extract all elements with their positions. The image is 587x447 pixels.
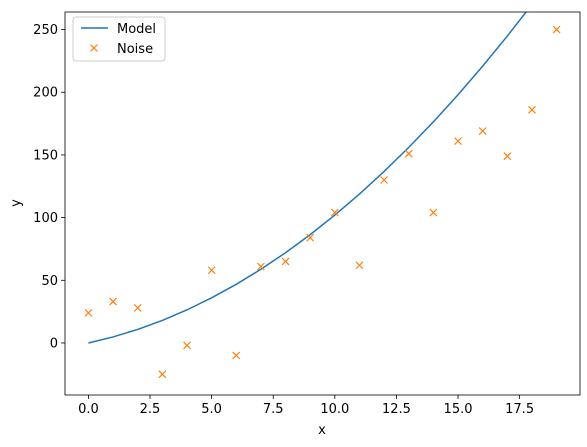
x-tick-label: 12.5 [382, 402, 411, 417]
y-axis-label: y [9, 199, 24, 207]
noise-point-stroke [552, 25, 561, 34]
noise-point-stroke [306, 233, 315, 242]
y-tick-label: 0 [50, 336, 58, 351]
noise-point-stroke [454, 137, 462, 146]
noise-point-stroke [404, 149, 413, 158]
noise-point-stroke [478, 127, 487, 136]
model-line [88, 12, 528, 344]
y-tick-label: 150 [33, 148, 58, 163]
noise-point-stroke [232, 351, 241, 360]
noise-point [207, 266, 216, 275]
noise-point [429, 208, 438, 217]
x-tick-label: 10.0 [320, 402, 349, 417]
noise-point-stroke [429, 208, 438, 217]
legend-noise-label: Noise [117, 42, 153, 57]
noise-point [552, 25, 561, 34]
noise-point [355, 261, 364, 270]
noise-point [133, 303, 142, 312]
noise-point-stroke [183, 341, 191, 350]
noise-point-stroke [355, 261, 364, 270]
y-tick-label: 200 [33, 86, 58, 101]
noise-point [158, 370, 167, 379]
noise-point [330, 208, 339, 217]
x-tick-label: 15.0 [444, 402, 473, 417]
noise-point-stroke [133, 303, 142, 312]
plot-frame [64, 11, 581, 396]
x-tick-label: 0.0 [78, 402, 99, 417]
noise-point-stroke [109, 297, 117, 306]
noise-point [84, 308, 93, 317]
y-tick-label: 50 [41, 274, 58, 289]
noise-point-stroke [503, 152, 512, 161]
legend-model-label: Model [117, 22, 156, 37]
noise-point [503, 152, 512, 161]
noise-point [454, 137, 462, 146]
noise-point [306, 233, 315, 242]
series-layer [84, 12, 561, 379]
noise-point-stroke [281, 257, 290, 266]
x-tick-label: 7.5 [263, 402, 284, 417]
noise-point [183, 341, 191, 350]
noise-point [528, 105, 536, 114]
noise-point [281, 257, 290, 266]
axes-layer: 0.0 2.5 5.0 7.5 10.0 12.5 15.0 17.5 0 50 100 150 200… [33, 11, 581, 417]
noise-point-stroke [207, 266, 216, 275]
noise-point [109, 297, 117, 306]
noise-point-stroke [256, 262, 265, 271]
x-tick-label: 5.0 [201, 402, 222, 417]
noise-point-stroke [380, 176, 389, 184]
noise-point-stroke [330, 208, 339, 217]
y-tick-label: 100 [33, 211, 58, 226]
noise-point [404, 149, 413, 158]
x-tick-label: 2.5 [140, 402, 161, 417]
noise-point [232, 351, 241, 360]
noise-point-stroke [528, 105, 536, 114]
y-tick-label: 250 [33, 23, 58, 38]
noise-point [478, 127, 487, 136]
noise-point-stroke [158, 370, 167, 379]
legend-noise-marker [90, 44, 98, 52]
x-axis-label: x [318, 423, 326, 438]
noise-point-stroke [84, 308, 93, 317]
x-tick-label: 17.5 [505, 402, 534, 417]
noise-point [380, 176, 389, 184]
legend: Model Noise [72, 16, 166, 62]
noise-point [256, 262, 265, 271]
